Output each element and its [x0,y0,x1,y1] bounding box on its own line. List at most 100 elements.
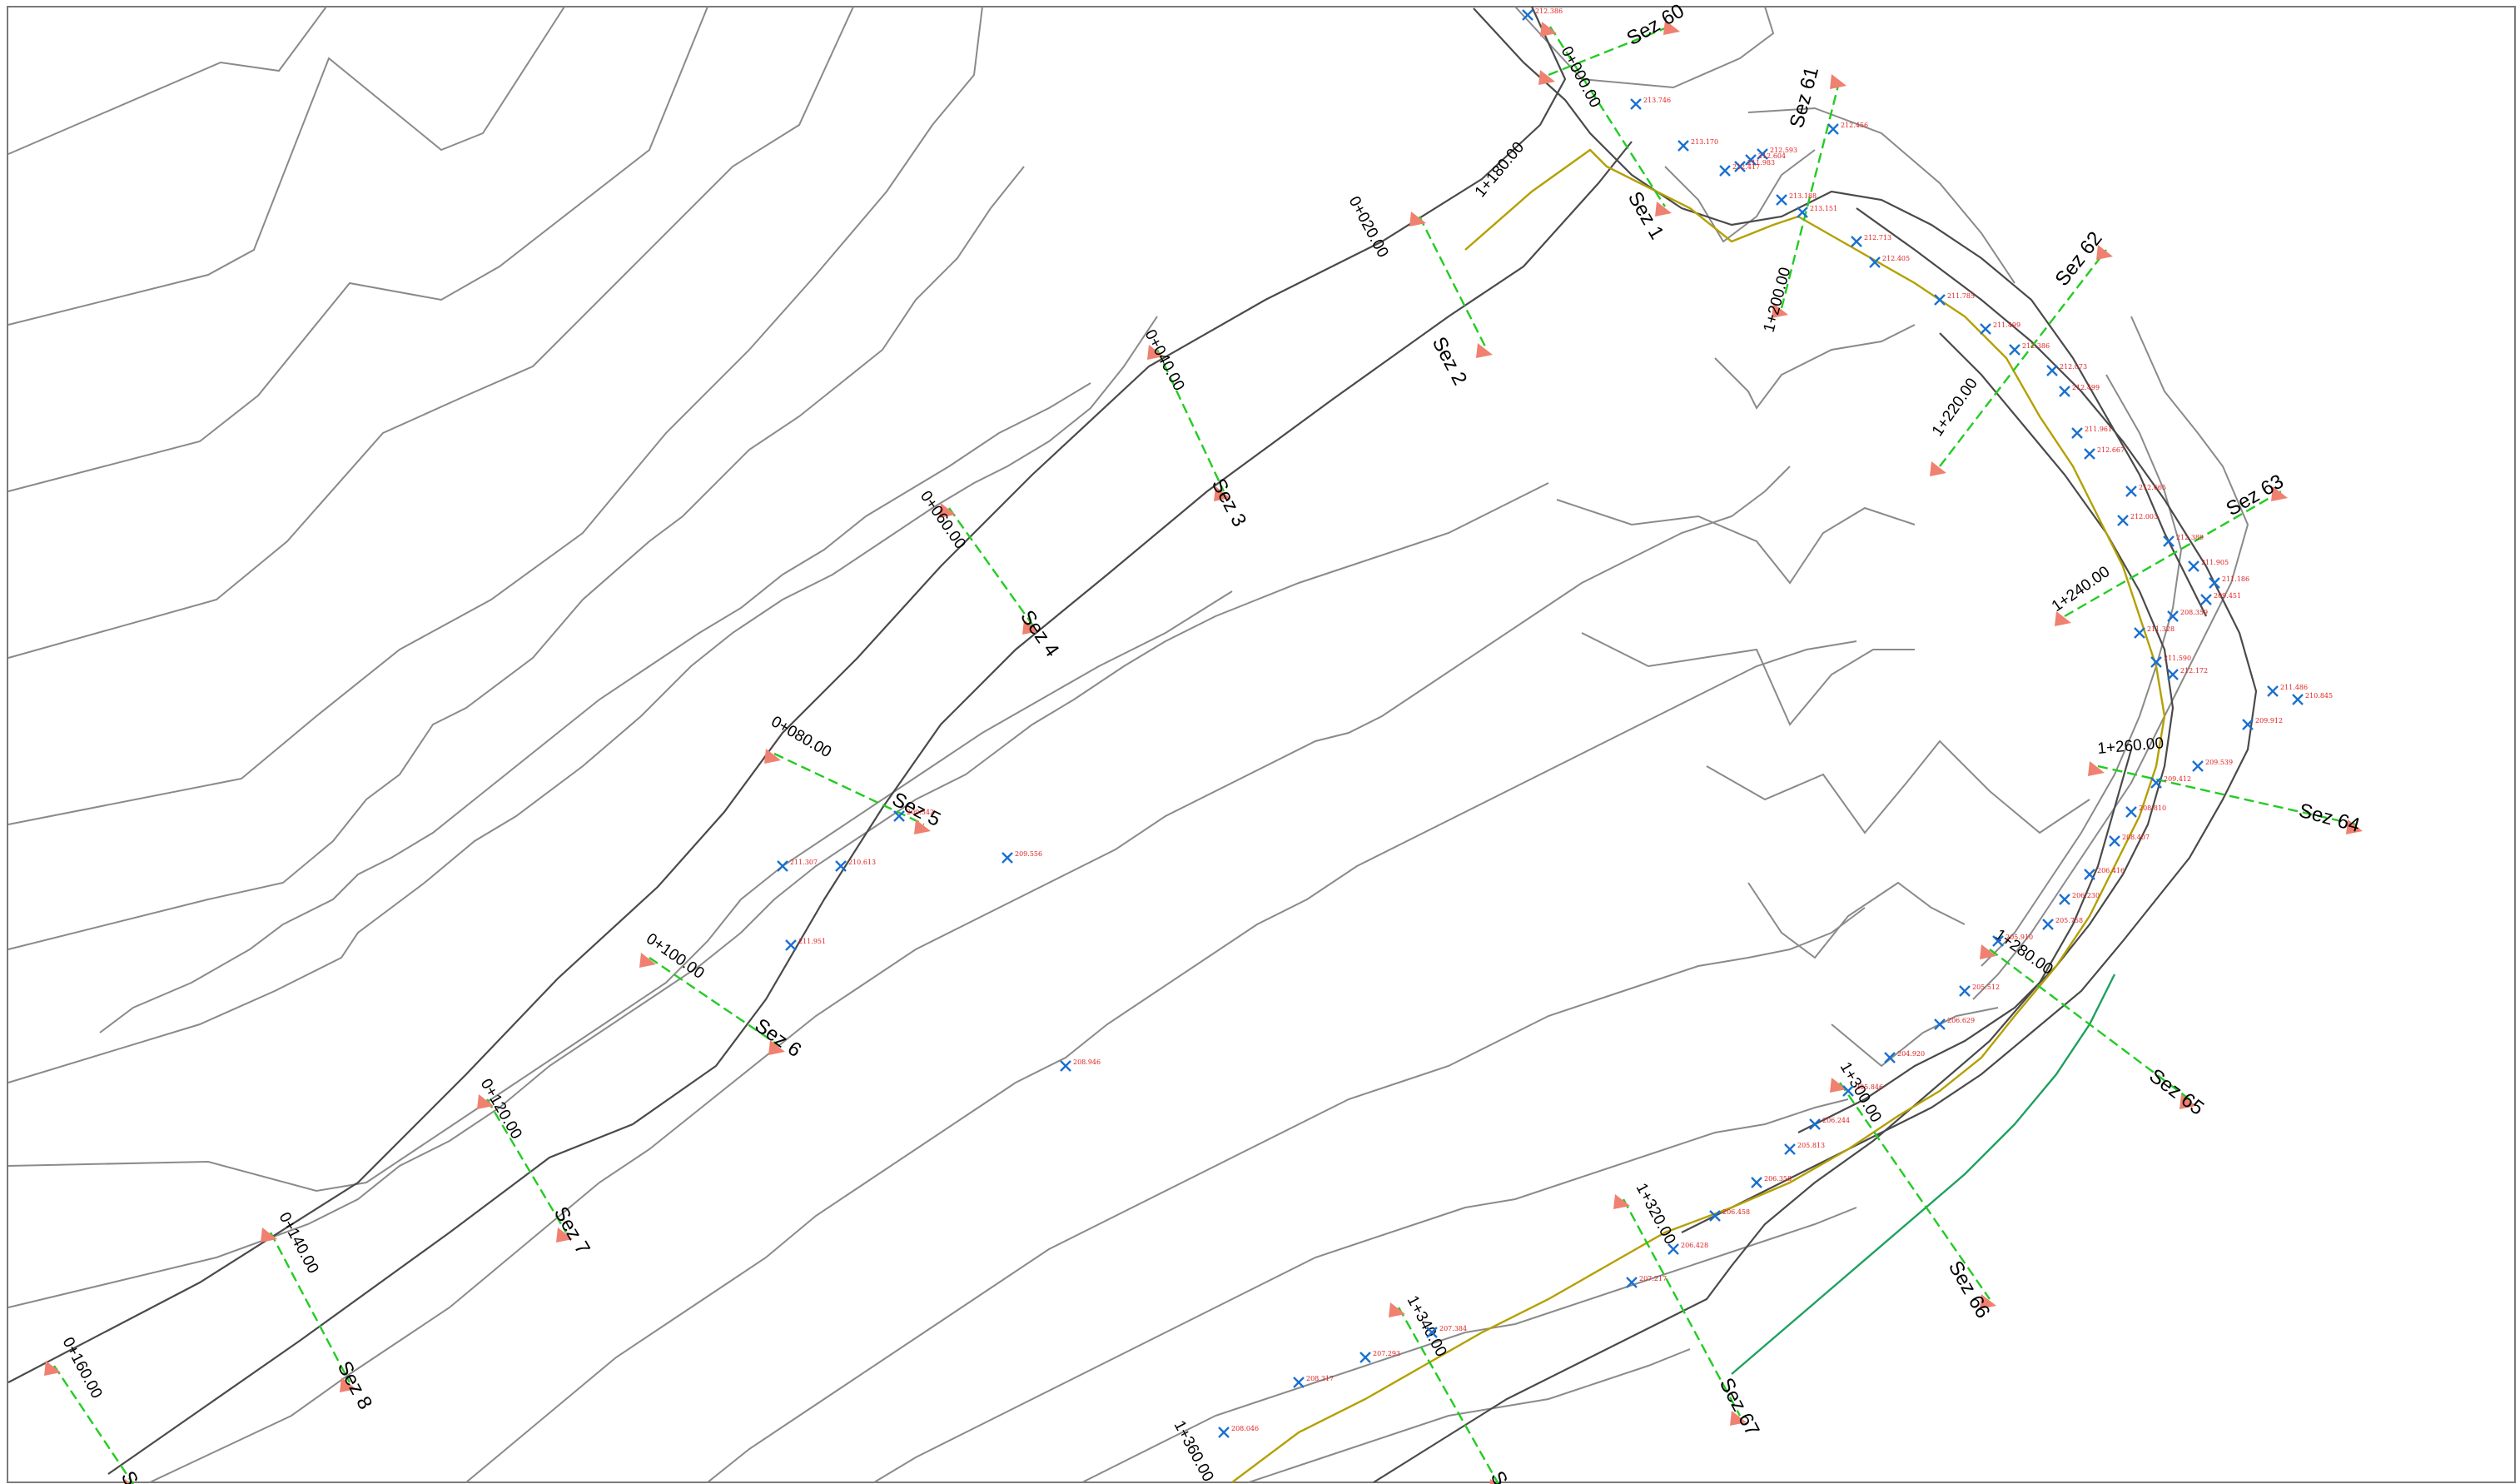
sez-64: Sez 64 [2088,761,2363,837]
survey-point: 209.451 [2200,592,2241,605]
point-marker [1678,140,1689,152]
sez-62: Sez 62 [1930,227,2113,476]
survey-point: 212.386 [2009,342,2050,356]
survey-point: 205.758 [2042,917,2083,930]
contour-line [7,316,1158,1083]
survey-point: 211.785 [1934,292,1975,306]
point-elevation: 206.458 [1722,1208,1750,1216]
point-marker [2200,594,2212,605]
contour-line [7,590,1233,1193]
point-elevation: 208.946 [1073,1058,1101,1066]
survey-point: 206.458 [1709,1208,1750,1222]
survey-point: 208.317 [1293,1375,1334,1388]
point-elevation: 212.386 [1535,7,1563,15]
chainage-label: 1+200.00 [1761,266,1795,334]
survey-point: 205.846 [1842,1083,1883,1097]
survey-point: 208.946 [1060,1058,1101,1072]
point-marker [2125,486,2137,497]
survey-point: 205.813 [1784,1142,1825,1155]
section-line [2064,490,2282,618]
survey-point: 208.046 [1218,1425,1259,1438]
sez-67: Sez 67 [1613,1194,1764,1440]
point-marker [1359,1352,1371,1363]
section-flag [2088,761,2105,776]
point-marker [2192,760,2204,772]
survey-point: 212.667 [2084,446,2125,460]
sez-7: Sez 7 [477,1094,594,1258]
point-elevation: 206.358 [1764,1175,1792,1183]
survey-point: 211.186 [2209,575,2249,589]
section-line [1397,1307,1500,1484]
survey-point: 212.713 [1851,234,1891,247]
point-marker [2084,869,2095,880]
section-flag [2055,611,2071,626]
survey-point: 213.151 [1797,205,1837,218]
point-elevation: 211.328 [2147,625,2175,633]
section-flag [1830,74,1847,89]
survey-point: 206.428 [1668,1242,1708,1255]
sez-5: Sez 5 [764,749,944,834]
point-elevation: 212.667 [2097,446,2125,454]
point-elevation: 211.307 [790,859,818,866]
chainage-label: 0+080.00 [768,713,835,761]
survey-point: 205.512 [1959,984,2000,997]
section-flag [1613,1194,1630,1209]
point-elevation: 212.456 [1841,122,1868,129]
section-flag [340,1377,356,1392]
point-marker [893,810,905,822]
section-flag [1980,944,1996,959]
section-flag [1655,202,1672,217]
point-elevation: 211.186 [2222,575,2249,583]
road-axis-south [1731,974,2116,1375]
point-marker [1293,1377,1305,1388]
contour-line [7,6,854,659]
survey-point: 206.230 [2059,892,2100,905]
survey-point: 211.905 [2188,559,2229,572]
section-flag [1730,1411,1747,1426]
survey-point: 206.629 [1934,1017,1975,1030]
contour-line [1081,1207,1857,1483]
survey-point: 212.417 [1719,163,1760,177]
survey-point: 212.386 [1522,7,1563,21]
contour-line [149,466,1791,1483]
point-elevation: 212.073 [2060,363,2087,371]
point-elevation: 205.758 [2055,917,2083,924]
point-elevation: 212.405 [1882,255,1910,262]
contour-line [1747,107,2016,284]
point-elevation: 205.512 [1972,984,2000,991]
point-elevation: 212.389 [2176,534,2204,541]
chainage-label: 1+260.00 [2097,735,2165,758]
point-marker [2125,806,2137,818]
section-label: Sez 60 [1623,0,1688,50]
sez-8: Sez 8 [261,1228,376,1413]
section-flag [477,1094,494,1109]
section-flag [556,1228,573,1242]
survey-point: 210.845 [2292,692,2333,705]
section-flag [2180,1094,2196,1109]
point-elevation: 211.499 [1993,321,2020,329]
survey-point: 204.920 [1884,1050,1925,1063]
point-elevation: 206.629 [1947,1017,1975,1024]
section-flag [1980,1294,1996,1309]
point-marker [2117,515,2129,526]
chainage-label: 1+300.00 [1837,1059,1885,1126]
point-elevation: 212.665 [2139,484,2166,491]
survey-point: 211.961 [2071,426,2112,439]
point-elevation: 208.317 [1306,1375,1334,1382]
survey-point: 212.604 [1745,152,1786,166]
point-elevation: 209.556 [1015,850,1042,858]
section-flag [1476,343,1493,358]
survey-point: 212.593 [1757,147,1797,160]
section-label: Sez 1 [1623,188,1668,244]
section-flag [1663,20,1680,35]
point-marker [2163,535,2175,547]
point-elevation: 204.920 [1897,1050,1925,1058]
section-label: Sez 3 [1207,475,1251,530]
point-marker [2188,560,2199,572]
survey-point: 209.342 [893,809,934,822]
chainage-label: 1+220.00 [1929,375,1981,439]
point-elevation: 209.412 [2164,775,2191,783]
point-marker [1745,154,1757,166]
point-elevation: 211.486 [2280,684,2308,691]
survey-point: 212.073 [2046,363,2087,376]
